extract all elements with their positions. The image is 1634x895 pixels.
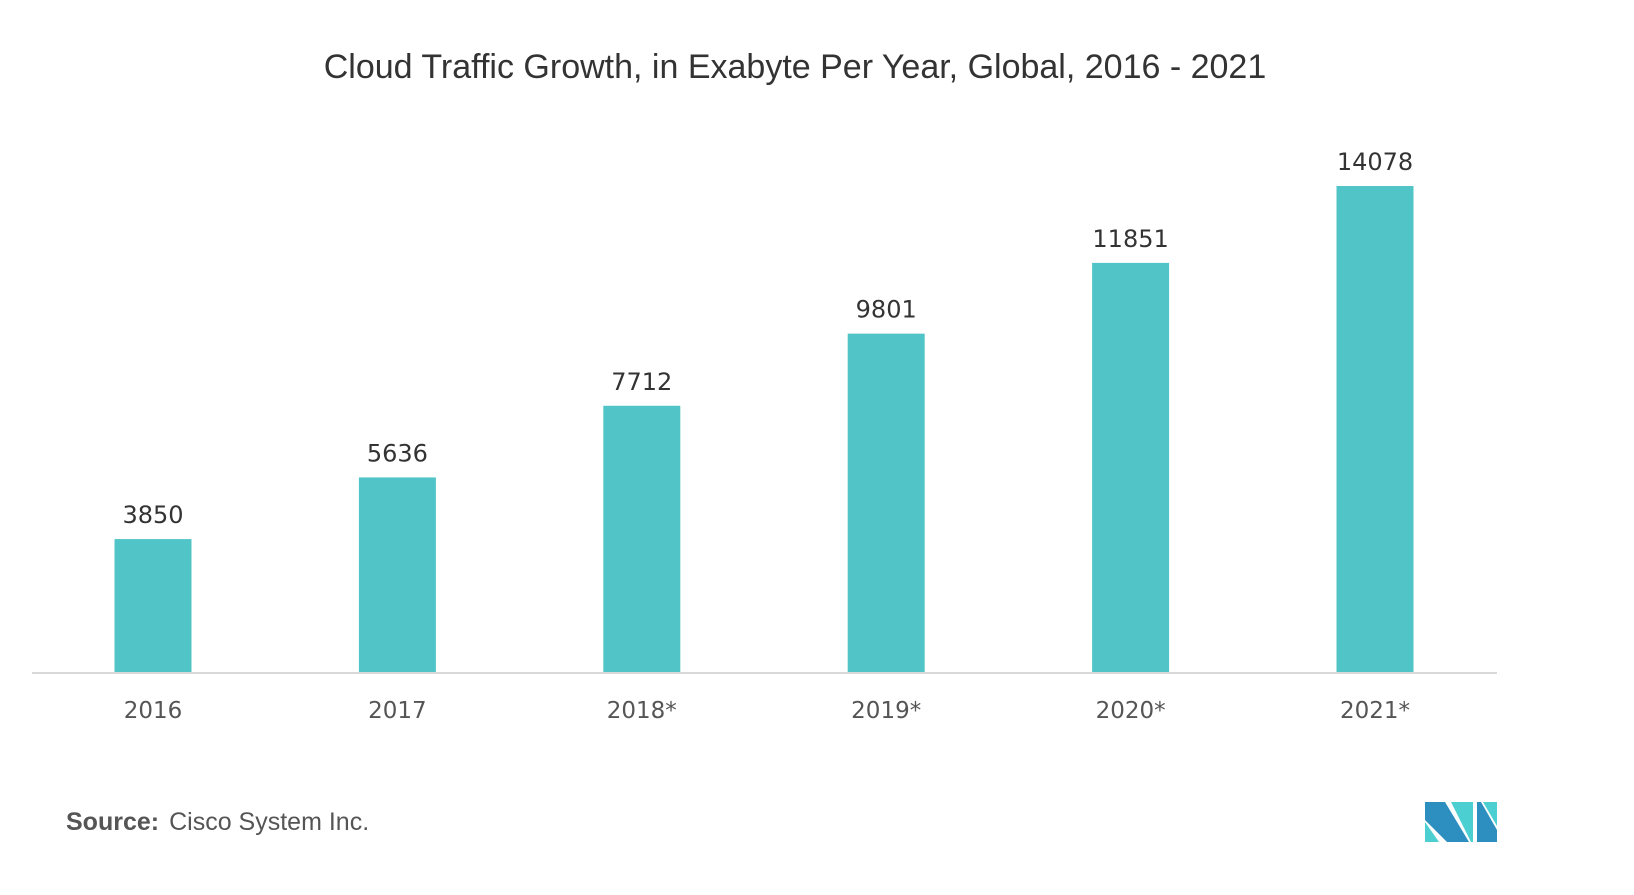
data-label: 14078 bbox=[1337, 148, 1413, 176]
x-tick-label: 2018* bbox=[607, 698, 677, 724]
source-label: Source: bbox=[66, 808, 160, 836]
source-note: Source: Cisco System Inc. bbox=[66, 808, 369, 837]
bar-2019 bbox=[847, 333, 925, 672]
data-label: 3850 bbox=[122, 501, 183, 529]
data-label: 9801 bbox=[856, 296, 917, 324]
chart-title: Cloud Traffic Growth, in Exabyte Per Yea… bbox=[323, 48, 1267, 86]
x-tick-label: 2020* bbox=[1096, 698, 1166, 724]
data-label: 5636 bbox=[367, 439, 428, 467]
x-tick-label: 2016 bbox=[124, 698, 183, 724]
bar-2020 bbox=[1092, 262, 1170, 672]
bar-2016 bbox=[114, 539, 192, 672]
bar-2018 bbox=[603, 405, 681, 672]
bar-2021 bbox=[1336, 186, 1414, 672]
data-label: 11851 bbox=[1092, 225, 1168, 253]
x-tick-label: 2019* bbox=[851, 698, 921, 724]
bar-2017 bbox=[358, 477, 436, 672]
source-text: Cisco System Inc. bbox=[169, 808, 370, 836]
logo-icon bbox=[1425, 802, 1497, 842]
x-tick-label: 2017 bbox=[368, 698, 427, 724]
data-label: 7712 bbox=[611, 368, 672, 396]
x-tick-label: 2021* bbox=[1340, 698, 1410, 724]
